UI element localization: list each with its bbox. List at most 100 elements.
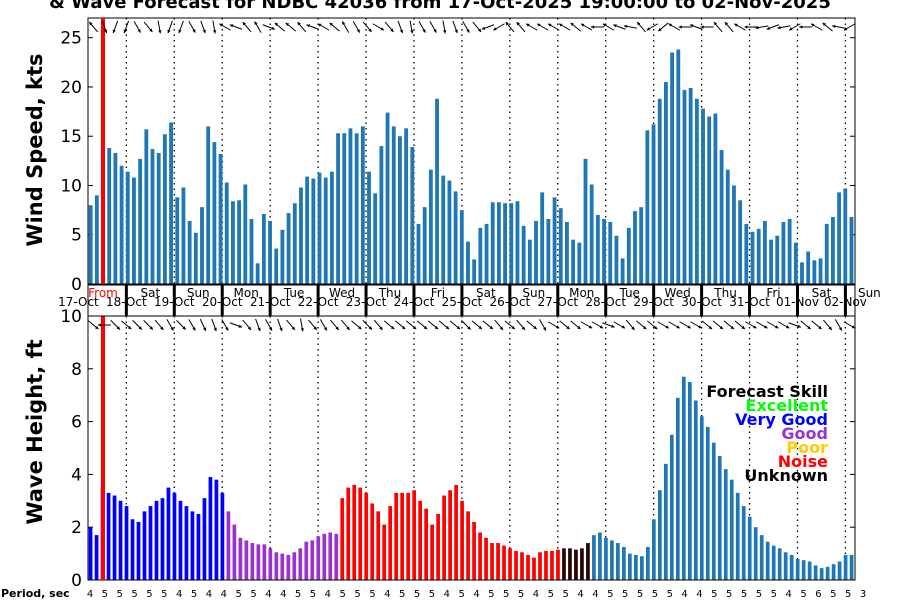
- direction-arrow: [701, 320, 713, 330]
- bar: [268, 220, 272, 284]
- now-label: From: [88, 286, 118, 300]
- period-value: 5: [191, 589, 197, 600]
- direction-arrow: [823, 319, 833, 331]
- bar: [448, 490, 452, 580]
- arrow-head: [755, 25, 759, 30]
- arrow-head: [602, 23, 607, 27]
- direction-arrow: [570, 320, 581, 330]
- arrow-head: [116, 326, 120, 330]
- bar: [478, 227, 483, 284]
- day-weekday: Sun: [522, 286, 545, 300]
- direction-arrow: [591, 25, 605, 29]
- bar: [775, 235, 780, 284]
- bar: [759, 535, 764, 580]
- bar: [825, 566, 830, 580]
- bar: [298, 548, 303, 580]
- period-label: Period, sec: [1, 587, 70, 600]
- bar: [346, 487, 351, 580]
- period-value: 5: [488, 589, 494, 600]
- bar: [442, 495, 446, 580]
- direction-arrow: [188, 319, 196, 331]
- bar: [124, 506, 129, 580]
- direction-arrow: [539, 319, 547, 331]
- day-date: 20-Oct: [202, 295, 243, 309]
- arrow-head: [229, 24, 234, 28]
- bar: [793, 242, 798, 284]
- bar: [286, 554, 291, 580]
- legend-item: Good: [781, 424, 828, 443]
- strip-day-divider: [172, 285, 176, 316]
- arrow-head: [380, 27, 384, 31]
- direction-arrow: [242, 21, 252, 33]
- direction-arrow: [777, 25, 791, 30]
- bar: [175, 197, 180, 284]
- arrow-head: [789, 27, 793, 31]
- arrow-head: [410, 30, 414, 34]
- direction-arrow: [668, 23, 681, 31]
- direction-arrow: [744, 25, 758, 29]
- bar: [781, 221, 786, 284]
- y-tick-label: 8: [71, 360, 82, 380]
- direction-arrow: [843, 23, 856, 31]
- bar: [769, 239, 773, 284]
- direction-arrow: [101, 20, 108, 34]
- bar: [592, 535, 596, 580]
- arrow-head: [580, 23, 585, 27]
- period-value: 5: [295, 589, 301, 600]
- bar: [232, 524, 237, 580]
- bar: [112, 495, 117, 580]
- direction-arrow: [200, 20, 206, 34]
- bar: [496, 543, 500, 580]
- arrow-head: [785, 325, 790, 329]
- direction-arrow: [766, 321, 779, 329]
- bar: [843, 554, 848, 580]
- arrow-head: [127, 325, 132, 330]
- arrow-head: [329, 22, 333, 27]
- direction-arrow: [559, 320, 570, 330]
- bar: [583, 158, 588, 284]
- direction-arrow: [723, 320, 735, 330]
- bar: [562, 548, 566, 580]
- direction-arrow: [591, 321, 604, 329]
- period-value: 5: [711, 589, 717, 600]
- bar: [580, 548, 584, 580]
- arrow-head: [170, 327, 174, 331]
- period-value: 4: [444, 589, 450, 600]
- arrow-head: [368, 326, 373, 330]
- arrow-head: [548, 23, 552, 27]
- arrow-head: [734, 23, 738, 27]
- period-value: 5: [830, 589, 836, 600]
- arrow-head: [306, 24, 310, 28]
- bar: [382, 524, 387, 580]
- y-tick-label: 0: [71, 571, 82, 591]
- direction-arrow: [724, 21, 734, 33]
- bar: [316, 536, 321, 580]
- arrow-head: [700, 25, 704, 29]
- direction-arrow: [262, 24, 276, 30]
- bar: [604, 537, 608, 580]
- bar: [460, 500, 464, 580]
- arrow-head: [811, 23, 815, 27]
- direction-arrow: [438, 320, 450, 330]
- arrow-head: [653, 325, 658, 330]
- bar: [732, 185, 736, 284]
- bar: [348, 128, 353, 284]
- direction-arrow: [176, 320, 187, 330]
- wave-ylabel: Wave Height, ft: [23, 339, 47, 524]
- day-weekday: Tue: [618, 286, 640, 300]
- bar: [608, 221, 613, 284]
- day-date: 02-Nov: [824, 295, 867, 309]
- bar: [490, 202, 495, 284]
- bar: [323, 177, 328, 284]
- bar: [206, 126, 211, 285]
- period-value: 5: [637, 589, 643, 600]
- direction-arrow: [133, 21, 141, 33]
- legend-item: Noise: [778, 452, 828, 471]
- bar: [178, 500, 183, 580]
- direction-arrow: [613, 24, 626, 30]
- direction-arrow: [384, 21, 394, 33]
- direction-arrow: [286, 319, 296, 331]
- bar: [688, 87, 693, 284]
- direction-arrow: [636, 21, 646, 33]
